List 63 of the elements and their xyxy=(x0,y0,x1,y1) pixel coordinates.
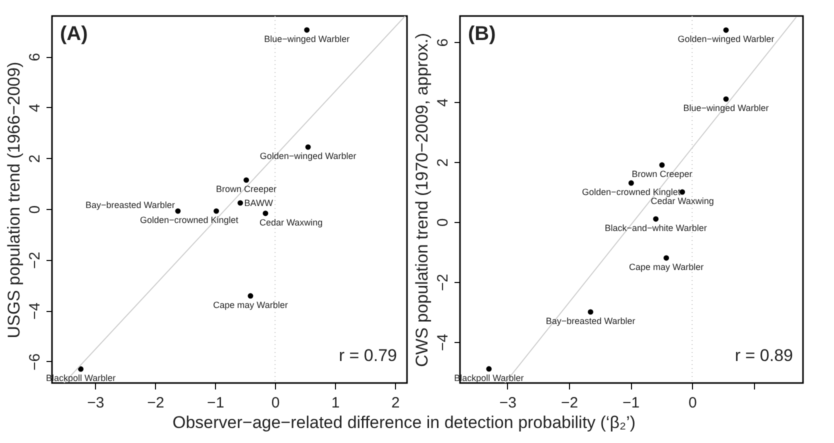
x-tick-label: −3 xyxy=(87,394,104,412)
y-tick-label: 0 xyxy=(434,218,452,227)
annotation: BAWW xyxy=(244,198,274,208)
y-tick-label: 2 xyxy=(434,158,452,167)
annotation: Brown Creeper xyxy=(632,169,692,180)
chart-title: (B) xyxy=(468,23,496,45)
point xyxy=(238,200,244,206)
annotation: r = 0.89 xyxy=(734,346,793,365)
x-tick-label: −3 xyxy=(499,394,516,412)
point xyxy=(305,144,311,150)
annotation: Bay−breasted Warbler xyxy=(85,200,175,210)
annotation: Bay−breasted Warbler xyxy=(546,316,636,326)
annotation: Black−and−white Warbler xyxy=(604,222,707,233)
point xyxy=(653,216,659,222)
point xyxy=(664,255,670,261)
point xyxy=(262,210,268,216)
y-axis-title: CWS population trend (1970−2009, approx.) xyxy=(412,32,432,368)
chart-title: (A) xyxy=(60,23,88,45)
point xyxy=(723,96,729,102)
point xyxy=(723,27,729,33)
point xyxy=(628,180,634,186)
annotation: Brown Creeper xyxy=(216,184,277,194)
x-tick-label: 1 xyxy=(331,394,340,412)
y-tick-label: 6 xyxy=(434,38,452,47)
y-tick-label: 2 xyxy=(26,154,44,163)
point xyxy=(486,366,492,372)
y-tick-label: −2 xyxy=(26,252,44,269)
y-tick-label: −4 xyxy=(434,334,452,351)
point xyxy=(175,208,181,214)
y-tick-label: −2 xyxy=(434,274,452,292)
annotation: Golden−crowned Kinglet xyxy=(582,187,681,198)
y-tick-label: −4 xyxy=(26,302,44,320)
annotation: Cedar Waxwing xyxy=(259,217,323,228)
y-axis-title: USGS population trend (1966−2009) xyxy=(4,62,24,338)
point xyxy=(588,309,594,315)
x-tick-label: 2 xyxy=(391,394,400,412)
x-tick-label: −1 xyxy=(207,394,224,412)
x-axis-title: Observer−age−related difference in detection probability (‘β₂’) xyxy=(172,412,636,432)
point xyxy=(659,162,665,168)
annotation: Golden−winged Warbler xyxy=(260,151,356,162)
y-tick-label: 6 xyxy=(26,52,44,62)
annotation: Blue−winged Warbler xyxy=(683,103,769,114)
y-tick-label: 4 xyxy=(26,104,44,112)
y-tick-label: 4 xyxy=(434,98,452,107)
annotation: Golden−winged Warbler xyxy=(678,34,774,44)
annotation: Cape may Warbler xyxy=(628,262,704,272)
x-tick-label: 0 xyxy=(688,394,697,412)
x-tick-label: 0 xyxy=(271,394,280,412)
x-tick-label: −2 xyxy=(560,394,578,412)
annotation: r = 0.79 xyxy=(338,346,397,365)
y-tick-label: −6 xyxy=(26,353,44,370)
annotation: Cedar Waxwing xyxy=(650,196,714,206)
point xyxy=(214,208,220,214)
x-tick-label: −2 xyxy=(147,394,164,412)
annotation: Cape may Warbler xyxy=(213,300,288,310)
x-tick-label: −1 xyxy=(622,394,640,412)
annotation: Blue−winged Warbler xyxy=(264,34,350,44)
point xyxy=(304,27,310,33)
annotation: Golden−crowned Kinglet xyxy=(140,215,239,226)
point xyxy=(244,177,250,183)
point xyxy=(248,293,254,299)
y-tick-label: 0 xyxy=(26,205,44,214)
point xyxy=(78,366,84,372)
